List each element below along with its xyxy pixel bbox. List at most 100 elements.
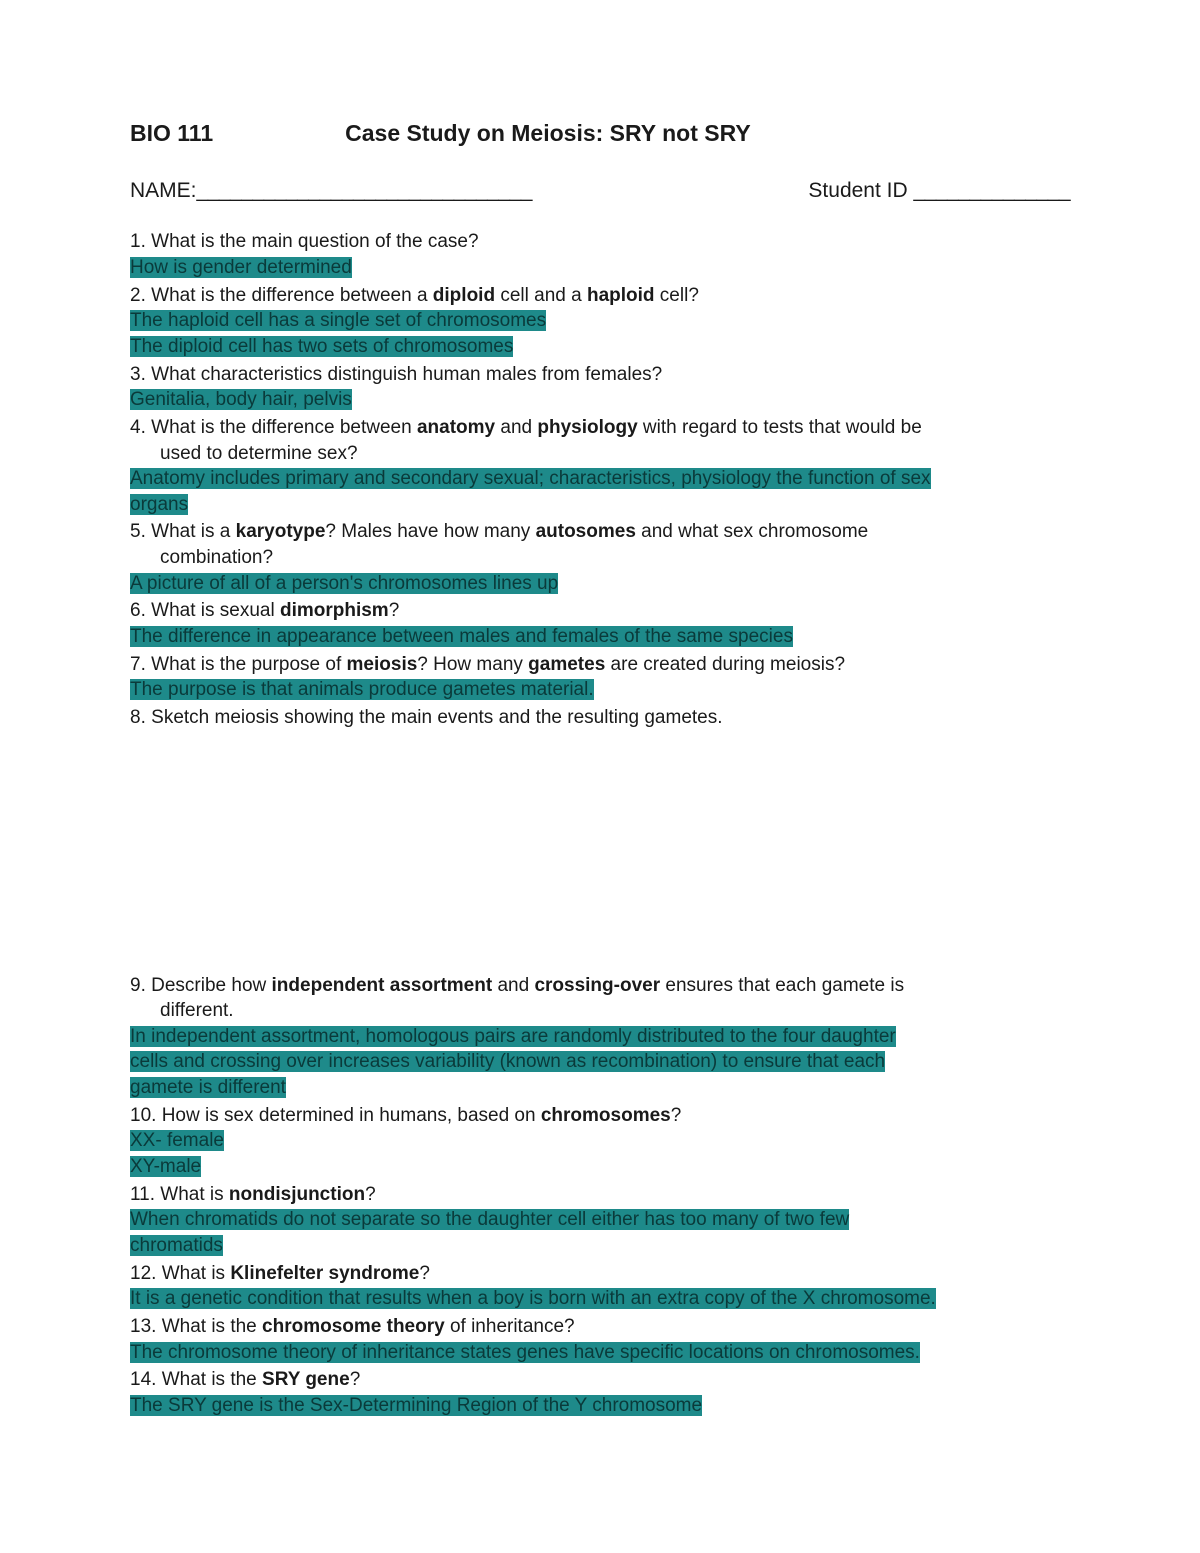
answer-10b: XY-male [130,1154,1070,1180]
q5-post: and what sex chromosome [636,521,868,542]
question-11: 11. What is nondisjunction? [130,1182,1070,1208]
q12-pre: What is [156,1263,230,1284]
question-14: 14. What is the SRY gene? [130,1367,1070,1393]
q5-line2: combination? [130,545,1070,571]
question-4: 4. What is the difference between anatom… [130,415,1070,466]
a3-text: Genitalia, body hair, pelvis [130,389,352,410]
q6-num: 6. [130,600,146,621]
q4-b1: anatomy [417,417,495,438]
a11b-text: chromatids [130,1235,223,1256]
q6-b1: dimorphism [280,600,389,621]
a4a-text: Anatomy includes primary and secondary s… [130,468,931,489]
answer-2b: The diploid cell has two sets of chromos… [130,334,1070,360]
question-2: 2. What is the difference between a dipl… [130,283,1070,309]
q7-mid: ? How many [417,654,528,675]
q9-mid: and [492,975,534,996]
q2-b1: diploid [433,285,495,306]
q7-b2: gametes [528,654,605,675]
q10-pre: How is sex determined in humans, based o… [156,1105,540,1126]
q13-num: 13. [130,1316,156,1337]
q10-num: 10. [130,1105,156,1126]
answer-1: How is gender determined [130,255,1070,281]
id-blank: ______________ [913,179,1070,202]
q11-post: ? [365,1184,376,1205]
q5-pre: What is a [151,521,235,542]
name-label: NAME: [130,179,197,202]
q4-mid: and [495,417,537,438]
q1-num: 1. [130,231,146,252]
q7-num: 7. [130,654,146,675]
q5-b1: karyotype [236,521,326,542]
q6-pre: What is sexual [151,600,280,621]
question-6: 6. What is sexual dimorphism? [130,598,1070,624]
q9-num: 9. [130,975,146,996]
name-row: NAME:______________________________ Stud… [130,177,1070,205]
q5-mid: ? Males have how many [325,521,535,542]
answer-5: A picture of all of a person's chromosom… [130,571,1070,597]
page-title: Case Study on Meiosis: SRY not SRY [345,118,751,149]
q9-b2: crossing-over [534,975,660,996]
q11-pre: What is [155,1184,229,1205]
q11-b1: nondisjunction [229,1184,365,1205]
q13-post: of inheritance? [445,1316,575,1337]
question-10: 10. How is sex determined in humans, bas… [130,1103,1070,1129]
q14-pre: What is the [156,1369,262,1390]
answer-10a: XX- female [130,1128,1070,1154]
name-blank: ______________________________ [197,179,532,202]
a12-text: It is a genetic condition that results w… [130,1288,936,1309]
q12-num: 12. [130,1263,156,1284]
q9-b1: independent assortment [272,975,493,996]
answer-9a: In independent assortment, homologous pa… [130,1024,1070,1050]
question-3: 3. What characteristics distinguish huma… [130,362,1070,388]
q10-post: ? [671,1105,682,1126]
a10a-text: XX- female [130,1130,224,1151]
q14-num: 14. [130,1369,156,1390]
a2a-text: The haploid cell has a single set of chr… [130,310,546,331]
q1-text: What is the main question of the case? [151,231,478,252]
q9-post: ensures that each gamete is [660,975,904,996]
q14-b1: SRY gene [262,1369,350,1390]
id-label: Student ID [808,179,913,202]
answer-11b: chromatids [130,1233,1070,1259]
answer-3: Genitalia, body hair, pelvis [130,387,1070,413]
q9-line2: different. [130,998,1070,1024]
q5-b2: autosomes [536,521,636,542]
a9b-text: cells and crossing over increases variab… [130,1051,885,1072]
answer-12: It is a genetic condition that results w… [130,1286,1070,1312]
q10-b1: chromosomes [541,1105,671,1126]
answer-9c: gamete is different [130,1075,1070,1101]
a14-text: The SRY gene is the Sex-Determining Regi… [130,1395,702,1416]
answer-9b: cells and crossing over increases variab… [130,1049,1070,1075]
q8-num: 8. [130,707,146,728]
answer-2a: The haploid cell has a single set of chr… [130,308,1070,334]
answer-14: The SRY gene is the Sex-Determining Regi… [130,1393,1070,1419]
answer-11a: When chromatids do not separate so the d… [130,1207,1070,1233]
q8-text: Sketch meiosis showing the main events a… [151,707,722,728]
a6-text: The difference in appearance between mal… [130,626,793,647]
q2-num: 2. [130,285,146,306]
answer-4a: Anatomy includes primary and secondary s… [130,466,1070,492]
a11a-text: When chromatids do not separate so the d… [130,1209,849,1230]
q9-pre: Describe how [151,975,271,996]
a5-text: A picture of all of a person's chromosom… [130,573,558,594]
answer-7: The purpose is that animals produce game… [130,677,1070,703]
q5-num: 5. [130,521,146,542]
q2-pre: What is the difference between a [151,285,433,306]
q4-num: 4. [130,417,146,438]
a1-text: How is gender determined [130,257,352,278]
question-8: 8. Sketch meiosis showing the main event… [130,705,1070,731]
q12-post: ? [419,1263,430,1284]
q3-text: What characteristics distinguish human m… [151,364,662,385]
q2-post: cell? [655,285,699,306]
question-7: 7. What is the purpose of meiosis? How m… [130,652,1070,678]
question-13: 13. What is the chromosome theory of inh… [130,1314,1070,1340]
q2-b2: haploid [587,285,655,306]
question-1: 1. What is the main question of the case… [130,229,1070,255]
question-5: 5. What is a karyotype? Males have how m… [130,519,1070,570]
q4-b2: physiology [537,417,637,438]
a7-text: The purpose is that animals produce game… [130,679,594,700]
id-field: Student ID ______________ [808,177,1070,205]
q7-pre: What is the purpose of [151,654,346,675]
a10b-text: XY-male [130,1156,201,1177]
answer-6: The difference in appearance between mal… [130,624,1070,650]
